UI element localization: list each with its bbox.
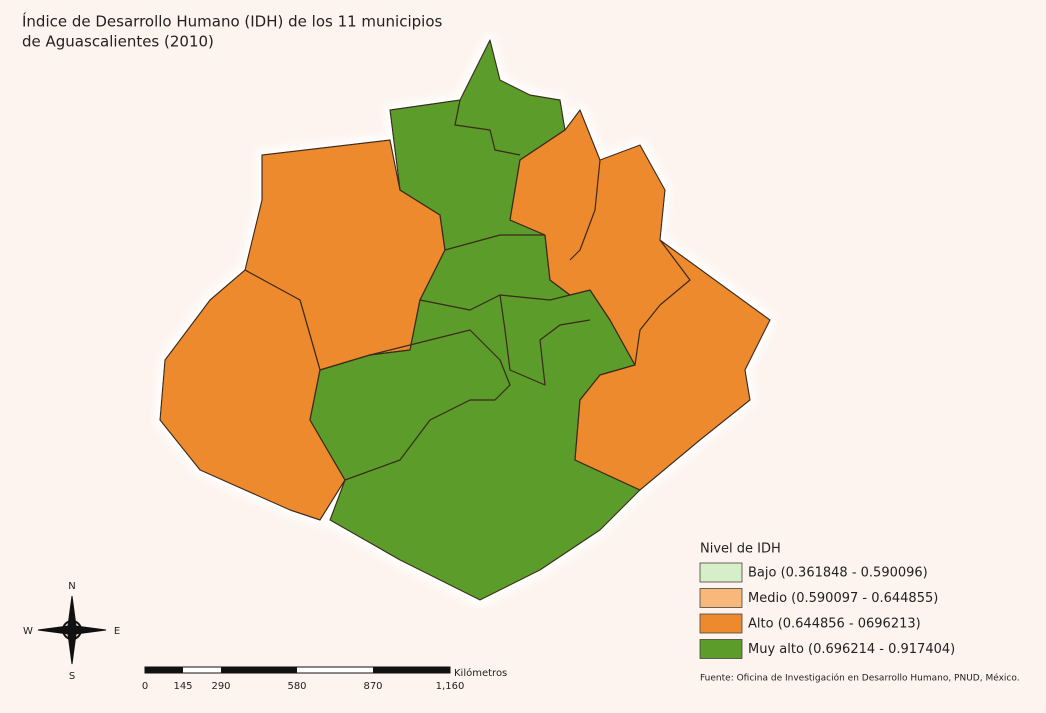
boundary (569, 159, 601, 261)
scale-segment (145, 667, 183, 673)
compass (37, 595, 107, 665)
scale-segment (373, 667, 450, 673)
boundary (499, 294, 591, 386)
scale-label: 1,160 (436, 681, 465, 692)
boundary (454, 99, 521, 156)
boundary (444, 234, 545, 251)
legend-label: Medio (0.590097 - 0.644855) (748, 591, 938, 606)
legend-swatch (699, 562, 743, 583)
scale-segment (221, 667, 297, 673)
legend-swatch (699, 639, 743, 659)
scale-bar: Kilómetros 0 145 290 580 870 1,160 (142, 666, 507, 692)
source: Fuente: Oficina de Investigación en Desa… (700, 673, 1020, 684)
boundary (344, 329, 511, 481)
legend-label: Alto (0.644856 - 0696213) (748, 617, 921, 632)
compass-w: W (23, 626, 33, 637)
municipality (159, 269, 346, 521)
compass-n: N (68, 581, 75, 592)
scale-label: 580 (287, 681, 306, 692)
scale-label: 145 (173, 681, 192, 692)
municipalities (159, 39, 771, 601)
boundary (634, 239, 691, 366)
legend: Nivel de IDH Bajo (0.361848 - 0.590096) M… (699, 542, 955, 659)
scale-label: 290 (211, 681, 230, 692)
legend-swatch (699, 613, 743, 634)
title-line: Índice de Desarrollo Humano (IDH) de los… (22, 12, 443, 31)
municipality (509, 109, 771, 491)
legend-label: Muy alto (0.696214 - 0.917404) (748, 642, 955, 657)
legend-swatch (699, 588, 743, 608)
compass-e: E (114, 626, 120, 637)
compass-s: S (69, 671, 75, 682)
title-line: de Aguascalientes (2010) (22, 33, 214, 51)
scale-label: 0 (142, 681, 148, 692)
legend-title: Nivel de IDH (700, 542, 781, 557)
scale-label: 870 (363, 681, 382, 692)
compass-ring (62, 620, 82, 640)
scale-unit: Kilómetros (454, 667, 507, 679)
legend-label: Bajo (0.361848 - 0.590096) (748, 566, 928, 581)
